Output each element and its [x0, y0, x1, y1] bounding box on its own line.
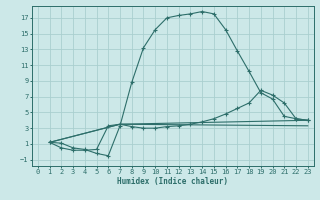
X-axis label: Humidex (Indice chaleur): Humidex (Indice chaleur)	[117, 177, 228, 186]
